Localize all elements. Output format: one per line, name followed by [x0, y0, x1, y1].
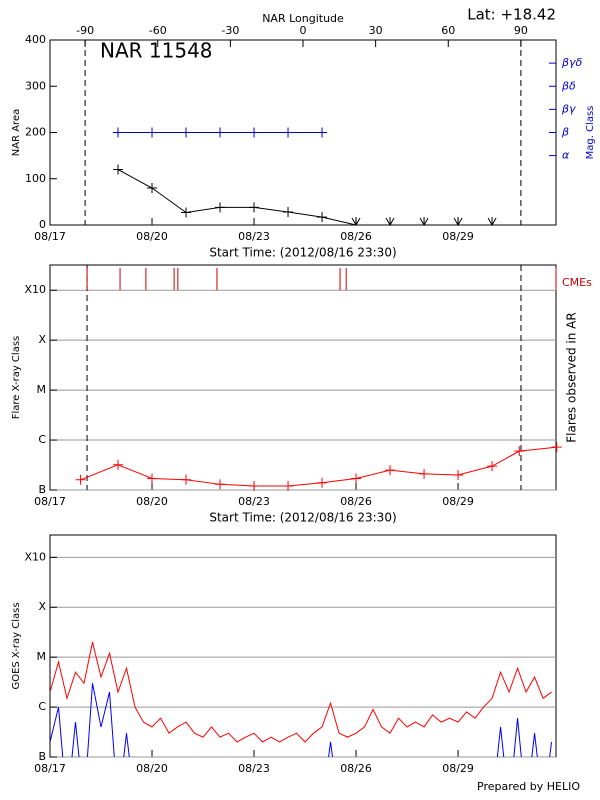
- panel-subtitle: Lat: +18.42: [467, 6, 556, 24]
- y-tick-label: B: [38, 750, 46, 763]
- point-marker: [181, 127, 192, 138]
- point-marker: [181, 207, 192, 218]
- point-marker: [453, 217, 463, 227]
- y-tick-label: 200: [25, 126, 46, 139]
- y-tick-label: 100: [25, 172, 46, 185]
- x-axis-label: Start Time: (2012/08/16 23:30): [209, 246, 396, 260]
- point-marker: [249, 127, 260, 138]
- point-marker: [317, 127, 328, 138]
- cme-label: CMEs: [562, 276, 592, 289]
- x-tick-label: 08/26: [340, 230, 372, 243]
- y-tick-label: C: [38, 700, 46, 713]
- x-tick-label: 08/20: [136, 762, 168, 775]
- x-tick-label: 08/23: [238, 495, 270, 508]
- x-tick-label: 08/26: [340, 762, 372, 775]
- x-axis-label: Start Time: (2012/08/16 23:30): [209, 511, 396, 525]
- x2-tick-label: -90: [76, 24, 94, 37]
- x2-axis-label: NAR Longitude: [262, 12, 344, 25]
- x2-tick-label: 0: [300, 24, 307, 37]
- y2-axis-label: Mag. Class: [585, 106, 596, 160]
- point-marker: [453, 469, 464, 480]
- x2-tick-label: 90: [514, 24, 528, 37]
- point-marker: [215, 127, 226, 138]
- x-tick-label: 08/29: [442, 230, 474, 243]
- point-marker: [215, 202, 226, 213]
- y2-tick-label: βδ: [561, 79, 576, 92]
- x-tick-label: 08/17: [34, 230, 66, 243]
- point-marker: [551, 442, 562, 453]
- x2-tick-label: 30: [369, 24, 383, 37]
- point-marker: [385, 217, 395, 227]
- point-marker: [181, 474, 192, 485]
- point-marker: [249, 481, 260, 492]
- y-axis-label: Flare X-ray Class: [11, 336, 22, 420]
- y-tick-label: 400: [25, 33, 46, 46]
- point-marker: [317, 477, 328, 488]
- point-marker: [419, 217, 429, 227]
- y-tick-label: M: [37, 650, 47, 663]
- point-marker: [147, 473, 158, 484]
- x-tick-label: 08/23: [238, 230, 270, 243]
- y-axis-label: NAR Area: [11, 109, 22, 156]
- y-axis-label: GOES X-ray Class: [11, 602, 22, 689]
- y2-tick-label: β: [561, 126, 569, 139]
- plot-frame: [49, 534, 557, 758]
- x2-tick-label: -30: [221, 24, 239, 37]
- y-tick-label: M: [37, 383, 47, 396]
- y2-axis-label: Flares observed in AR: [565, 312, 579, 442]
- point-marker: [113, 127, 124, 138]
- y-tick-label: 0: [39, 218, 46, 231]
- point-marker: [283, 127, 294, 138]
- point-marker: [75, 474, 86, 485]
- x-tick-label: 08/20: [136, 495, 168, 508]
- x-tick-label: 08/26: [340, 495, 372, 508]
- point-marker: [351, 473, 362, 484]
- point-marker: [487, 461, 498, 472]
- point-marker: [351, 217, 361, 227]
- point-marker: [514, 446, 525, 457]
- y-tick-label: X10: [24, 550, 46, 563]
- point-marker: [147, 183, 158, 193]
- y-tick-label: C: [38, 433, 46, 446]
- point-marker: [283, 481, 294, 492]
- point-marker: [283, 207, 294, 218]
- x-tick-label: 08/29: [442, 495, 474, 508]
- y-tick-label: B: [38, 483, 46, 496]
- point-marker: [249, 202, 260, 213]
- y-tick-label: X: [38, 333, 46, 346]
- plot-frame: [49, 264, 557, 491]
- y-tick-label: X10: [24, 283, 46, 296]
- x2-tick-label: -60: [149, 24, 167, 37]
- y2-tick-label: βγ: [561, 102, 576, 115]
- point-marker: [113, 459, 124, 470]
- x2-tick-label: 60: [441, 24, 455, 37]
- point-marker: [147, 127, 158, 138]
- point-marker: [487, 217, 497, 227]
- footer: Prepared by HELIO: [477, 780, 580, 793]
- point-marker: [385, 465, 396, 476]
- point-marker: [317, 212, 328, 223]
- y2-tick-label: βγδ: [561, 56, 583, 69]
- x-tick-label: 08/17: [34, 495, 66, 508]
- x-tick-label: 08/20: [136, 230, 168, 243]
- panel-title: NAR 11548: [100, 39, 213, 63]
- point-marker: [113, 164, 124, 175]
- x-tick-label: 08/23: [238, 762, 270, 775]
- point-marker: [419, 468, 430, 479]
- y-tick-label: 300: [25, 79, 46, 92]
- series-line: [50, 642, 552, 743]
- x-tick-label: 08/17: [34, 762, 66, 775]
- point-marker: [215, 479, 226, 490]
- x-tick-label: 08/29: [442, 762, 474, 775]
- y2-tick-label: α: [562, 149, 570, 162]
- series-line: [117, 169, 493, 225]
- y-tick-label: X: [38, 600, 46, 613]
